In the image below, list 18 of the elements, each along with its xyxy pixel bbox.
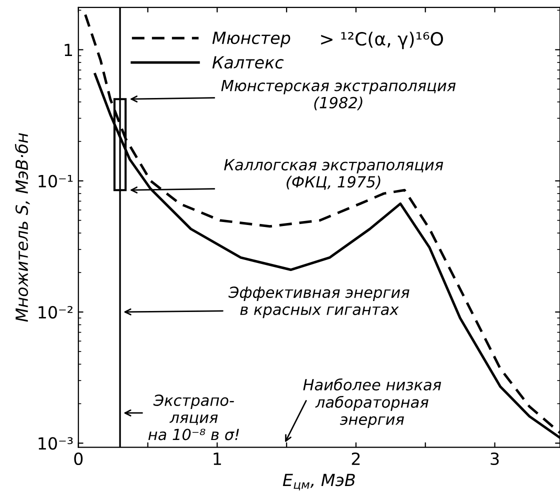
x-tick-label: 3 (490, 452, 499, 466)
x-tick-label: 2 (352, 452, 360, 465)
annotation: Экстрапо- ляция на 10⁻⁸ в σ! (148, 394, 239, 440)
legend-label: Калтекс (212, 56, 284, 69)
x-tick-label: 1 (214, 452, 221, 465)
annotation: Каллогская экстраполяция (ФКЦ, 1975) (224, 159, 444, 190)
y-tick-label: 1 (64, 44, 72, 56)
annotation: Эффективная энергия в красных гигантах (228, 286, 410, 318)
y-axis-title: Множитель S, МэВ·бн (14, 133, 30, 322)
annotation: Мюнстерская экстраполяция (1982) (221, 80, 456, 110)
y-tick-label: 10⁻³ (38, 437, 73, 450)
x-tick-label: 0 (74, 452, 83, 466)
y-tick-label: 10⁻² (38, 306, 72, 319)
annotation: Наиболее низкая лабораторная энергия (303, 378, 442, 428)
legend-label: Мюнстер (212, 32, 290, 48)
annotation: > ¹²C(α, γ)¹⁶O (321, 32, 443, 50)
y-tick-label: 10⁻¹ (38, 174, 73, 188)
x-axis-title: E$_{цм}$, МэВ (282, 474, 355, 490)
